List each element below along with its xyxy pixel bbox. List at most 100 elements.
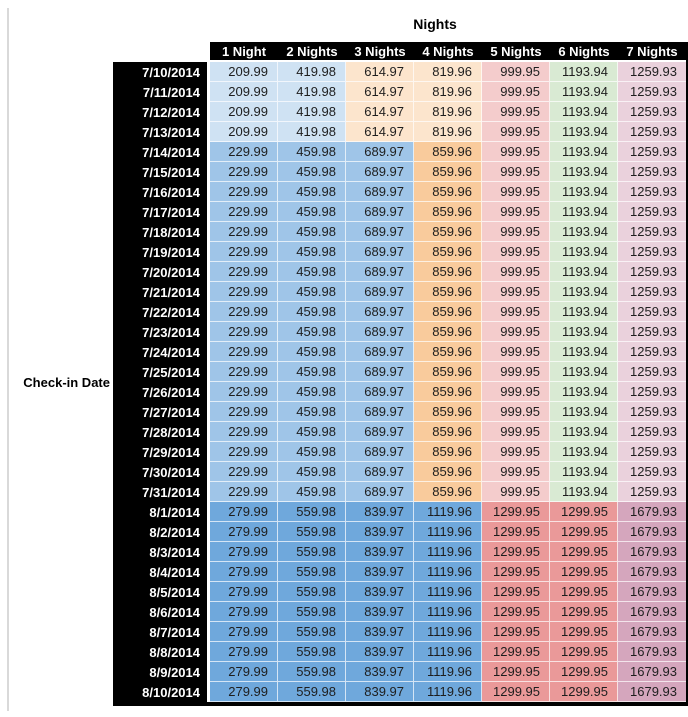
price-cell[interactable]: 1259.93	[618, 82, 686, 102]
price-cell[interactable]: 279.99	[210, 642, 278, 662]
price-cell[interactable]: 1679.93	[618, 602, 686, 622]
price-cell[interactable]: 1259.93	[618, 262, 686, 282]
price-cell[interactable]: 209.99	[210, 62, 278, 82]
price-cell[interactable]: 689.97	[346, 142, 414, 162]
price-cell[interactable]: 1299.95	[550, 602, 618, 622]
price-cell[interactable]: 559.98	[278, 582, 346, 602]
date-cell[interactable]: 7/23/2014	[113, 322, 210, 342]
column-header-2[interactable]: 2 Nights	[278, 42, 346, 62]
price-cell[interactable]: 614.97	[346, 122, 414, 142]
price-cell[interactable]: 1259.93	[618, 462, 686, 482]
price-cell[interactable]: 1259.93	[618, 322, 686, 342]
price-cell[interactable]: 1259.93	[618, 302, 686, 322]
price-cell[interactable]: 1193.94	[550, 382, 618, 402]
price-cell[interactable]: 859.96	[414, 462, 482, 482]
price-cell[interactable]: 1259.93	[618, 202, 686, 222]
price-cell[interactable]: 419.98	[278, 102, 346, 122]
price-cell[interactable]: 819.96	[414, 102, 482, 122]
date-cell[interactable]: 7/28/2014	[113, 422, 210, 442]
price-cell[interactable]: 1679.93	[618, 562, 686, 582]
price-cell[interactable]: 819.96	[414, 62, 482, 82]
price-cell[interactable]: 839.97	[346, 502, 414, 522]
price-cell[interactable]: 839.97	[346, 582, 414, 602]
date-cell[interactable]: 7/16/2014	[113, 182, 210, 202]
price-cell[interactable]: 1193.94	[550, 182, 618, 202]
price-cell[interactable]: 459.98	[278, 222, 346, 242]
price-cell[interactable]: 839.97	[346, 522, 414, 542]
date-cell[interactable]: 7/26/2014	[113, 382, 210, 402]
price-cell[interactable]: 279.99	[210, 562, 278, 582]
price-cell[interactable]: 459.98	[278, 262, 346, 282]
price-cell[interactable]: 1119.96	[414, 682, 482, 702]
price-cell[interactable]: 1299.95	[550, 642, 618, 662]
price-cell[interactable]: 1193.94	[550, 122, 618, 142]
price-cell[interactable]: 859.96	[414, 302, 482, 322]
price-cell[interactable]: 229.99	[210, 462, 278, 482]
price-cell[interactable]: 839.97	[346, 542, 414, 562]
price-cell[interactable]: 279.99	[210, 662, 278, 682]
price-cell[interactable]: 229.99	[210, 382, 278, 402]
price-cell[interactable]: 559.98	[278, 502, 346, 522]
price-cell[interactable]: 999.95	[482, 222, 550, 242]
date-cell[interactable]: 8/3/2014	[113, 542, 210, 562]
price-cell[interactable]: 859.96	[414, 422, 482, 442]
price-cell[interactable]: 1299.95	[482, 602, 550, 622]
price-cell[interactable]: 999.95	[482, 462, 550, 482]
price-cell[interactable]: 1119.96	[414, 582, 482, 602]
price-cell[interactable]: 229.99	[210, 262, 278, 282]
price-cell[interactable]: 839.97	[346, 642, 414, 662]
price-cell[interactable]: 839.97	[346, 562, 414, 582]
price-cell[interactable]: 1193.94	[550, 402, 618, 422]
price-cell[interactable]: 229.99	[210, 222, 278, 242]
price-cell[interactable]: 1193.94	[550, 482, 618, 502]
price-cell[interactable]: 614.97	[346, 102, 414, 122]
price-cell[interactable]: 839.97	[346, 602, 414, 622]
price-cell[interactable]: 229.99	[210, 282, 278, 302]
price-cell[interactable]: 1259.93	[618, 162, 686, 182]
price-cell[interactable]: 459.98	[278, 242, 346, 262]
price-cell[interactable]: 689.97	[346, 482, 414, 502]
price-cell[interactable]: 459.98	[278, 142, 346, 162]
date-cell[interactable]: 8/6/2014	[113, 602, 210, 622]
column-header-7[interactable]: 7 Nights	[618, 42, 686, 62]
price-cell[interactable]: 689.97	[346, 242, 414, 262]
price-cell[interactable]: 1119.96	[414, 662, 482, 682]
price-cell[interactable]: 459.98	[278, 422, 346, 442]
price-cell[interactable]: 1259.93	[618, 62, 686, 82]
price-cell[interactable]: 229.99	[210, 482, 278, 502]
price-cell[interactable]: 999.95	[482, 162, 550, 182]
price-cell[interactable]: 999.95	[482, 482, 550, 502]
date-cell[interactable]: 7/30/2014	[113, 462, 210, 482]
price-cell[interactable]: 1679.93	[618, 642, 686, 662]
price-cell[interactable]: 999.95	[482, 202, 550, 222]
price-cell[interactable]: 689.97	[346, 422, 414, 442]
date-cell[interactable]: 7/19/2014	[113, 242, 210, 262]
price-cell[interactable]: 1259.93	[618, 342, 686, 362]
price-cell[interactable]: 1193.94	[550, 462, 618, 482]
price-cell[interactable]: 1259.93	[618, 382, 686, 402]
price-cell[interactable]: 279.99	[210, 602, 278, 622]
price-cell[interactable]: 1259.93	[618, 222, 686, 242]
price-cell[interactable]: 1299.95	[482, 502, 550, 522]
price-cell[interactable]: 459.98	[278, 322, 346, 342]
price-cell[interactable]: 1259.93	[618, 242, 686, 262]
date-cell[interactable]: 8/7/2014	[113, 622, 210, 642]
price-cell[interactable]: 1299.95	[482, 622, 550, 642]
price-cell[interactable]: 999.95	[482, 242, 550, 262]
price-cell[interactable]: 459.98	[278, 382, 346, 402]
price-cell[interactable]: 859.96	[414, 322, 482, 342]
price-cell[interactable]: 209.99	[210, 122, 278, 142]
price-cell[interactable]: 689.97	[346, 262, 414, 282]
date-cell[interactable]: 7/11/2014	[113, 82, 210, 102]
price-cell[interactable]: 859.96	[414, 482, 482, 502]
price-cell[interactable]: 859.96	[414, 282, 482, 302]
price-cell[interactable]: 1259.93	[618, 482, 686, 502]
price-cell[interactable]: 419.98	[278, 82, 346, 102]
price-cell[interactable]: 1299.95	[482, 662, 550, 682]
price-cell[interactable]: 1193.94	[550, 242, 618, 262]
price-cell[interactable]: 459.98	[278, 202, 346, 222]
price-cell[interactable]: 1259.93	[618, 282, 686, 302]
price-cell[interactable]: 1193.94	[550, 142, 618, 162]
price-cell[interactable]: 559.98	[278, 602, 346, 622]
price-cell[interactable]: 459.98	[278, 162, 346, 182]
